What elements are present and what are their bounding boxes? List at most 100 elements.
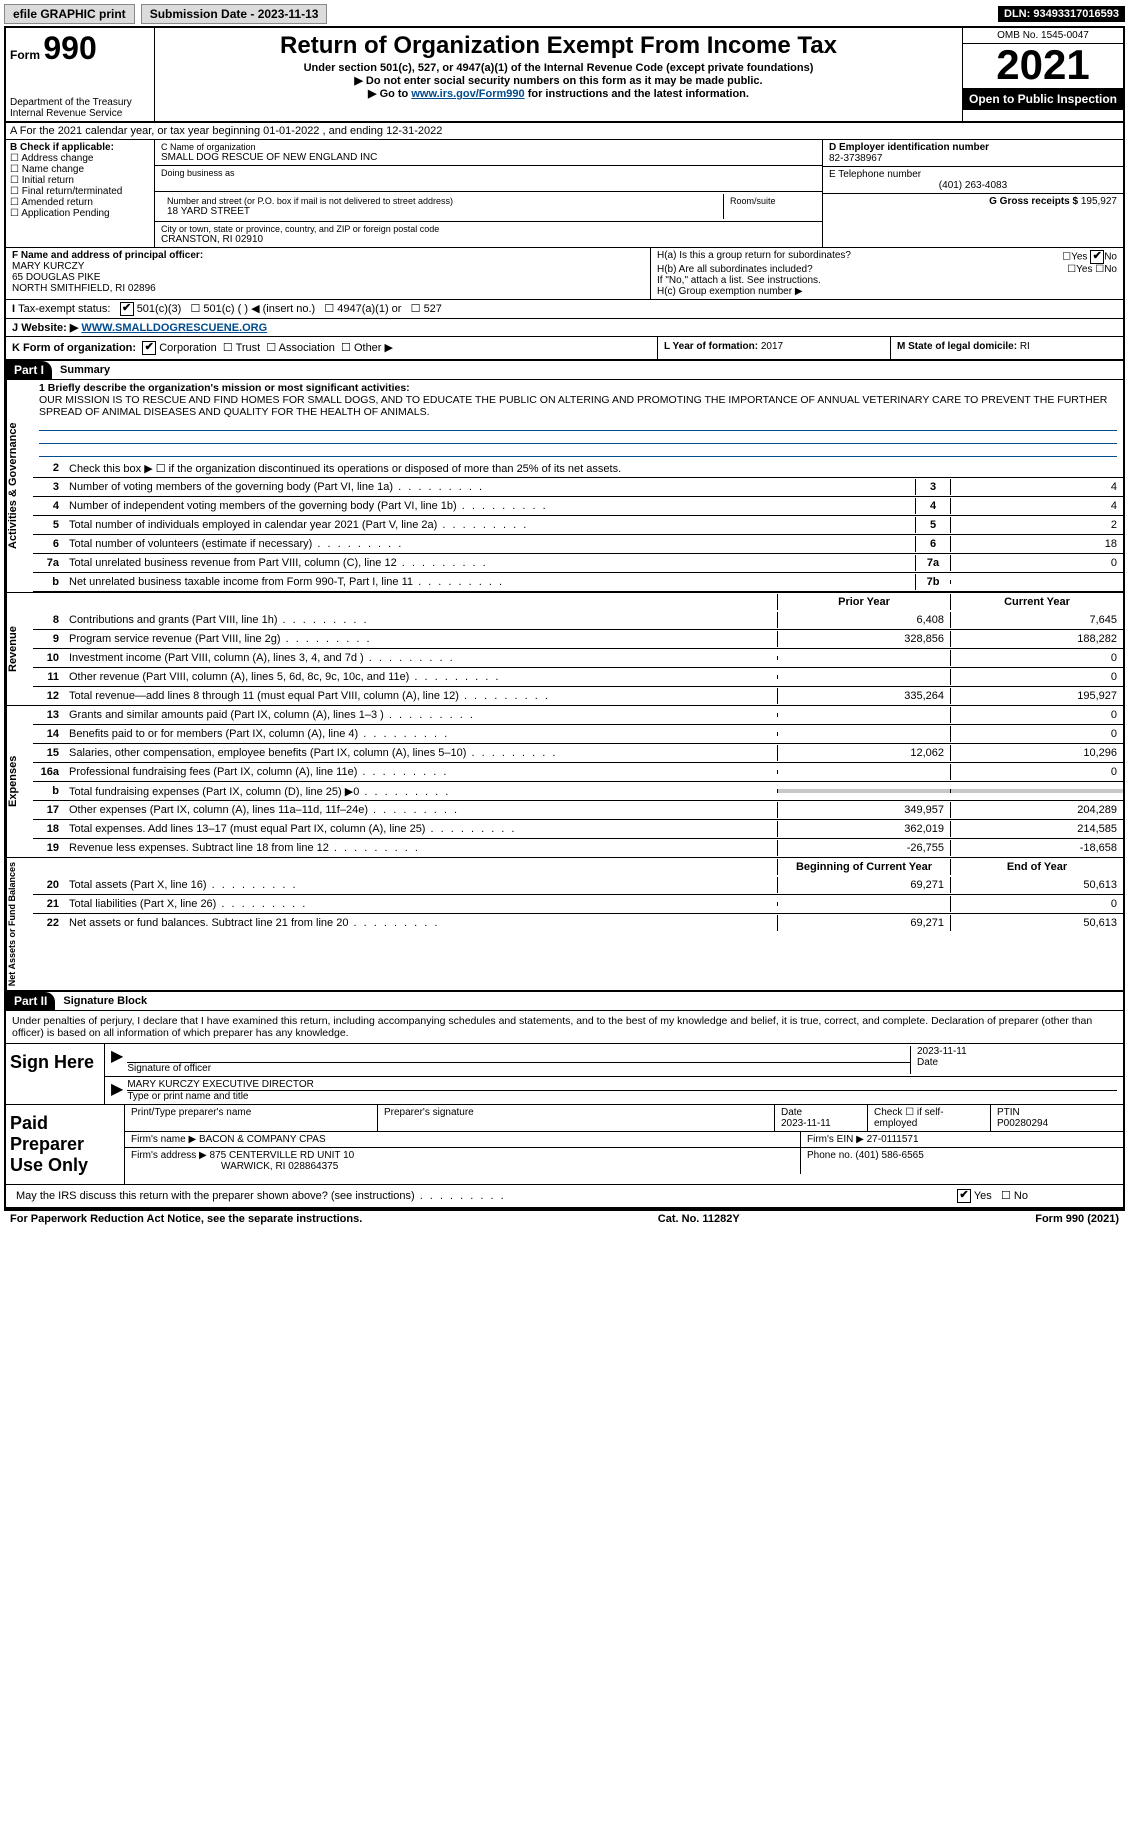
city-state-zip: CRANSTON, RI 02910 <box>161 234 816 245</box>
summary-line: 19Revenue less expenses. Subtract line 1… <box>33 839 1123 857</box>
submission-date-btn[interactable]: Submission Date - 2023-11-13 <box>141 4 328 24</box>
ha-yes[interactable]: Yes <box>1071 252 1087 263</box>
row-j: J Website: ▶ WWW.SMALLDOGRESCUENE.ORG <box>6 319 1123 337</box>
form-subtitle: Under section 501(c), 527, or 4947(a)(1)… <box>161 62 956 74</box>
hb-yes[interactable]: Yes <box>1076 264 1092 275</box>
summary-line: 3Number of voting members of the governi… <box>33 478 1123 497</box>
header-center: Return of Organization Exempt From Incom… <box>155 28 962 121</box>
form-prefix: Form <box>10 48 40 62</box>
declaration-text: Under penalties of perjury, I declare th… <box>6 1011 1123 1043</box>
sign-here-label: Sign Here <box>6 1044 105 1104</box>
summary-line: 7aTotal unrelated business revenue from … <box>33 554 1123 573</box>
ha-no-chk[interactable] <box>1090 250 1104 264</box>
box-b: B Check if applicable: ☐ Address change … <box>6 140 155 247</box>
dln-label: DLN: 93493317016593 <box>998 6 1125 22</box>
tab-expenses: Expenses <box>6 706 33 857</box>
row-a: A For the 2021 calendar year, or tax yea… <box>6 123 1123 140</box>
section-bcdefg: B Check if applicable: ☐ Address change … <box>6 140 1123 248</box>
efile-btn[interactable]: efile GRAPHIC print <box>4 4 135 24</box>
lbl-street: Number and street (or P.O. box if mail i… <box>167 196 717 206</box>
officer-city: NORTH SMITHFIELD, RI 02896 <box>12 283 644 294</box>
prep-date-val: 2023-11-11 <box>781 1118 831 1129</box>
footer-right: Form 990 (2021) <box>1035 1213 1119 1225</box>
summary-line: 6Total number of volunteers (estimate if… <box>33 535 1123 554</box>
lbl-dba: Doing business as <box>161 168 816 178</box>
prep-self-emp[interactable]: Check ☐ if self-employed <box>868 1105 991 1131</box>
hdr-eoy: End of Year <box>950 859 1123 875</box>
summary-line: 15Salaries, other compensation, employee… <box>33 744 1123 763</box>
opt-corp: Corporation <box>159 342 216 354</box>
firm-addr2: WARWICK, RI 028864375 <box>221 1161 338 1172</box>
officer-printed-name: MARY KURCZY EXECUTIVE DIRECTOR <box>127 1079 1117 1091</box>
chk-final-return[interactable]: Final return/terminated <box>22 186 123 197</box>
tax-year: 2021 <box>963 43 1123 88</box>
footer: For Paperwork Reduction Act Notice, see … <box>4 1209 1125 1227</box>
opt-501c3: 501(c)(3) <box>137 303 182 315</box>
hdr-current-year: Current Year <box>950 594 1123 610</box>
summary-line: 5Total number of individuals employed in… <box>33 516 1123 535</box>
box-b-label: B Check if applicable: <box>10 142 150 153</box>
phone-value: (401) 263-4083 <box>829 180 1117 191</box>
ptin-label: PTIN <box>997 1107 1020 1118</box>
tab-governance: Activities & Governance <box>6 380 33 592</box>
irs-label: Internal Revenue Service <box>10 108 150 119</box>
ein-value: 82-3738967 <box>829 153 1117 164</box>
hb-no[interactable]: No <box>1104 264 1117 275</box>
summary-line: 22Net assets or fund balances. Subtract … <box>33 914 1123 932</box>
part1-title: Summary <box>52 364 110 376</box>
discuss-yes-chk[interactable] <box>957 1189 971 1203</box>
hb-note: If "No," attach a list. See instructions… <box>657 275 1117 286</box>
part2-badge: Part II <box>6 992 55 1010</box>
row-klm: K Form of organization: Corporation ☐ Tr… <box>6 337 1123 361</box>
hdr-boy: Beginning of Current Year <box>777 859 950 875</box>
header-right: OMB No. 1545-0047 2021 Open to Public In… <box>962 28 1123 121</box>
lbl-org-name: C Name of organization <box>161 142 816 152</box>
rev-section: Revenue Prior Year Current Year 8Contrib… <box>6 592 1123 705</box>
ha-no: No <box>1104 252 1117 263</box>
box-defg: D Employer identification number 82-3738… <box>823 140 1123 247</box>
part1-badge: Part I <box>6 361 52 379</box>
summary-line: 14Benefits paid to or for members (Part … <box>33 725 1123 744</box>
firm-name: BACON & COMPANY CPAS <box>199 1134 326 1145</box>
opt-other: Other ▶ <box>354 342 393 354</box>
form-title: Return of Organization Exempt From Incom… <box>161 32 956 60</box>
chk-corp[interactable] <box>142 341 156 355</box>
net-section: Net Assets or Fund Balances Beginning of… <box>6 857 1123 990</box>
line1-label: 1 Briefly describe the organization's mi… <box>39 382 410 394</box>
sig-officer-label: Signature of officer <box>127 1063 910 1074</box>
officer-street: 65 DOUGLAS PIKE <box>12 272 644 283</box>
footer-cat: Cat. No. 11282Y <box>658 1213 740 1225</box>
box-f: F Name and address of principal officer:… <box>6 248 651 299</box>
summary-line: 8Contributions and grants (Part VIII, li… <box>33 611 1123 630</box>
street: 18 YARD STREET <box>167 206 717 217</box>
chk-app-pending[interactable]: Application Pending <box>21 208 109 219</box>
lbl-officer: F Name and address of principal officer: <box>12 250 644 261</box>
part1-header: Part I Summary <box>6 361 1123 380</box>
chk-501c3[interactable] <box>120 302 134 316</box>
summary-line: 18Total expenses. Add lines 13–17 (must … <box>33 820 1123 839</box>
form-number: 990 <box>43 30 96 66</box>
lbl-room: Room/suite <box>730 196 810 206</box>
irs-link[interactable]: www.irs.gov/Form990 <box>411 88 524 100</box>
sig-date-val: 2023-11-11 <box>917 1046 1117 1057</box>
chk-initial-return[interactable]: Initial return <box>22 175 74 186</box>
website-link[interactable]: WWW.SMALLDOGRESCUENE.ORG <box>81 322 267 334</box>
note2-pre: ▶ Go to <box>368 88 411 100</box>
open-public-badge: Open to Public Inspection <box>963 88 1123 110</box>
firm-ein-label: Firm's EIN ▶ <box>807 1134 864 1145</box>
org-name: SMALL DOG RESCUE OF NEW ENGLAND INC <box>161 152 816 163</box>
box-h: H(a) Is this a group return for subordin… <box>651 248 1123 299</box>
tab-net-assets: Net Assets or Fund Balances <box>6 858 33 990</box>
form-header: Form 990 Department of the Treasury Inte… <box>6 28 1123 123</box>
ha-label: H(a) Is this a group return for subordin… <box>657 250 851 264</box>
chk-address-change[interactable]: Address change <box>21 153 93 164</box>
lbl-website: Website: ▶ <box>21 322 78 334</box>
chk-name-change[interactable]: Name change <box>22 164 84 175</box>
hc-label: H(c) Group exemption number ▶ <box>657 286 1117 297</box>
summary-line: 11Other revenue (Part VIII, column (A), … <box>33 668 1123 687</box>
firm-ein: 27-0111571 <box>867 1134 919 1145</box>
footer-left: For Paperwork Reduction Act Notice, see … <box>10 1213 362 1225</box>
chk-amended[interactable]: Amended return <box>21 197 93 208</box>
summary-line: 13Grants and similar amounts paid (Part … <box>33 706 1123 725</box>
gov-section: Activities & Governance 1 Briefly descri… <box>6 380 1123 592</box>
